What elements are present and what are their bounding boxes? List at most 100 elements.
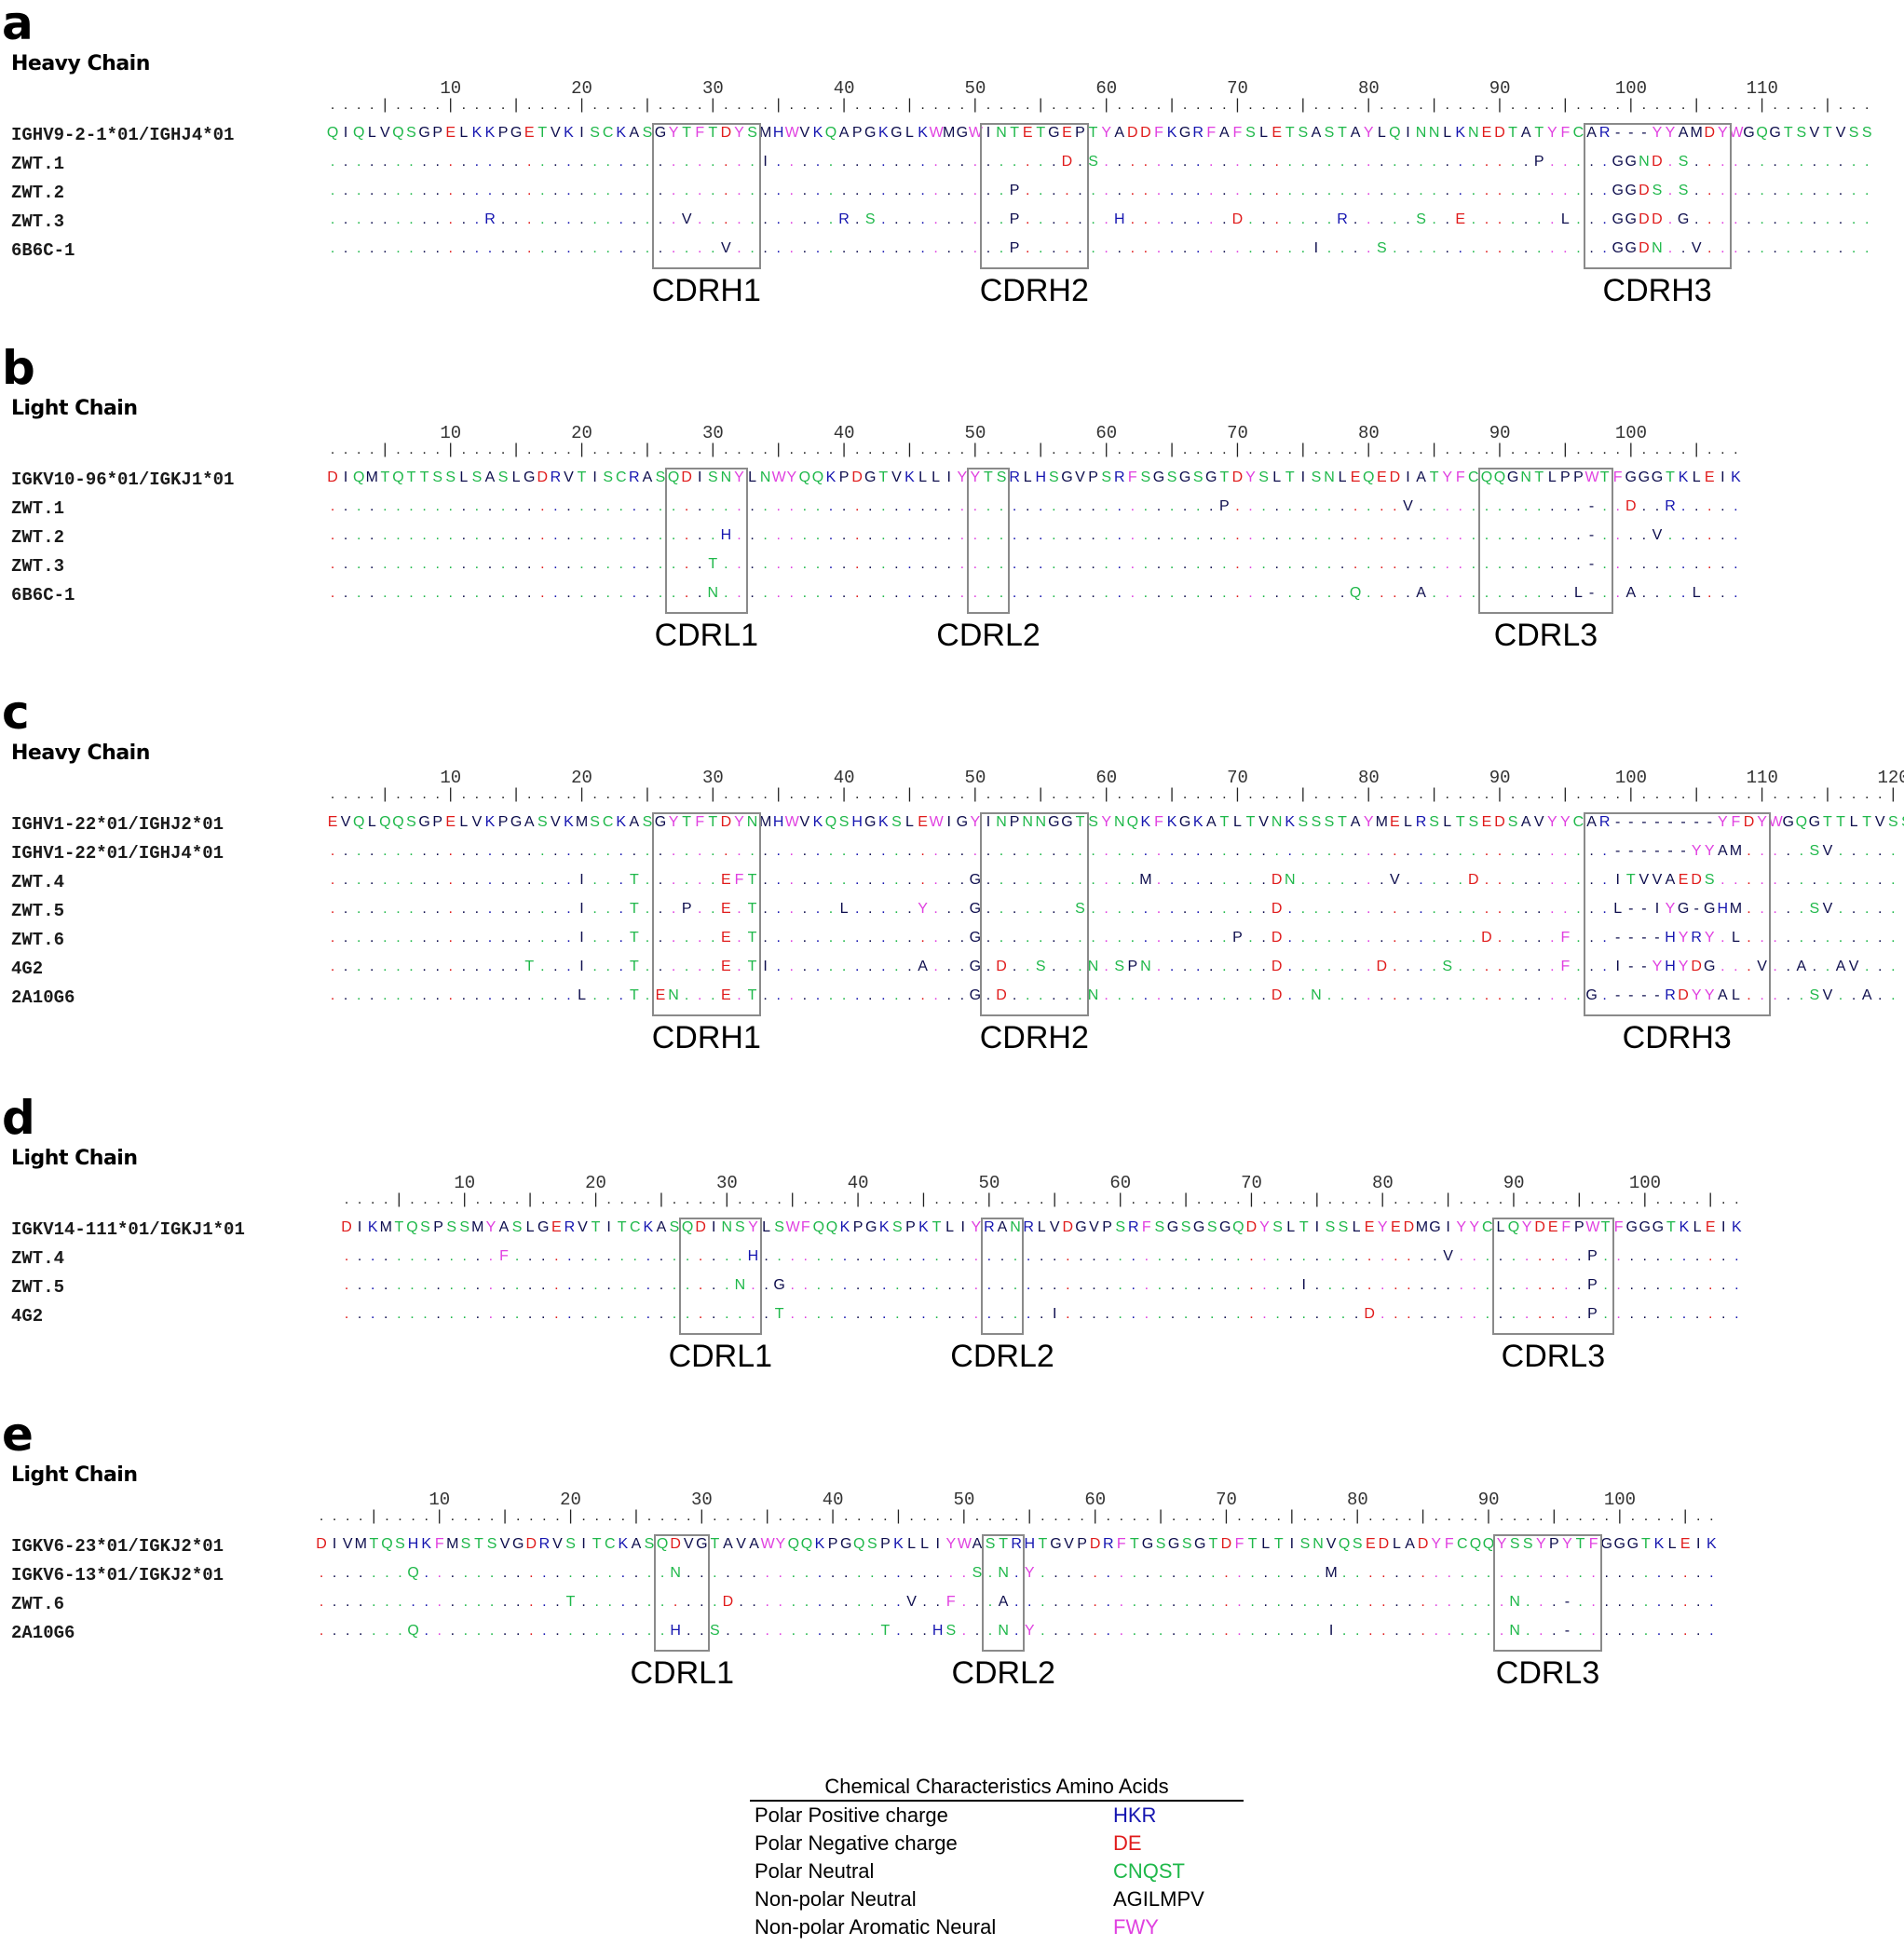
sequence-name: 2A10G6 — [11, 987, 75, 1008]
ruler-number: 100 — [1628, 1173, 1662, 1193]
cdr-label: CDRL3 — [1501, 1339, 1606, 1374]
cdr-label: CDRL2 — [936, 618, 1040, 653]
ruler-number: 40 — [822, 1490, 844, 1510]
ruler-number: 50 — [964, 78, 986, 99]
ruler-number: 10 — [428, 1490, 451, 1510]
cdr-box-cdrh3 — [1583, 123, 1732, 269]
cdr-label: CDRH3 — [1602, 273, 1712, 308]
sequence-row: ........................................… — [330, 498, 1738, 514]
ruler-number: 20 — [560, 1490, 581, 1510]
sequence-row: .................................I......… — [330, 154, 1870, 170]
ruler-ticks: .... |.... |.... |.... |.... |.... |.... |.... |… — [330, 442, 1738, 457]
ruler-number: 30 — [701, 768, 724, 788]
legend-row-nonpolar: Non-polar Neutral AGILMPV — [750, 1885, 1244, 1913]
cdr-label: CDRH2 — [979, 273, 1089, 308]
sequence-name: 4G2 — [11, 1306, 44, 1327]
sequence-name: ZWT.5 — [11, 901, 65, 921]
ruler-number: 30 — [701, 423, 724, 443]
ruler-number: 100 — [1603, 1490, 1637, 1510]
sequence-name: ZWT.1 — [11, 154, 65, 174]
ruler-number: 60 — [1084, 1490, 1107, 1510]
ruler-number: 60 — [1109, 1173, 1132, 1193]
ruler-number: 40 — [833, 78, 855, 99]
legend-row-negative: Polar Negative charge DE — [750, 1830, 1244, 1858]
sequence-name: ZWT.1 — [11, 498, 65, 519]
cdr-box-cdrl1 — [665, 468, 748, 614]
cdr-label: CDRL3 — [1495, 1655, 1600, 1691]
reference-sequence: Q I Q L V Q S G P E L K K P G E T V K I S C K A S G Y T F T D Y S M HWV K Q A… — [326, 125, 1872, 141]
sequence-name: ZWT.2 — [11, 183, 65, 203]
sequence-row: ...................I...T......E.T.......… — [330, 930, 1896, 946]
ruler-number: 120 — [1877, 768, 1904, 788]
legend-row-aromatic: Non-polar Aromatic Neural FWY — [750, 1913, 1244, 1941]
cdr-box-cdrl2 — [980, 1218, 1025, 1335]
legend: Chemical Characteristics Amino Acids Pol… — [750, 1775, 1244, 1941]
ruler-number: 20 — [585, 1173, 606, 1193]
ruler-number: 80 — [1357, 768, 1380, 788]
ruler-number: 50 — [964, 768, 986, 788]
cdr-label: CDRL3 — [1493, 618, 1598, 653]
sequence-name: ZWT.3 — [11, 556, 65, 577]
sequence-row: ..............................N..G......… — [344, 1277, 1739, 1293]
cdr-label: CDRL2 — [950, 1339, 1054, 1374]
ruler-number: 80 — [1357, 78, 1380, 99]
sequence-row: ........................................… — [330, 183, 1870, 198]
sequence-name: ZWT.6 — [11, 1594, 65, 1614]
ruler-number: 110 — [1746, 768, 1778, 788]
sequence-row: .......Q...................N............… — [319, 1565, 1714, 1581]
ruler-number: 20 — [571, 768, 592, 788]
cdr-label: CDRL1 — [630, 1655, 734, 1691]
ruler-number: 30 — [715, 1173, 738, 1193]
chain-title: Light Chain — [11, 1147, 138, 1170]
ruler-number: 60 — [1095, 768, 1118, 788]
reference-name: IGHV9-2-1*01/IGHJ4*01 — [11, 125, 235, 145]
cdr-box-cdrl3 — [1493, 1534, 1602, 1652]
panel-letter: b — [2, 341, 35, 395]
sequence-name: 2A10G6 — [11, 1623, 75, 1643]
ruler-number: 10 — [440, 78, 462, 99]
ruler-ticks: .... |.... |.... |.... |.... |.... |.... |.... |… — [344, 1191, 1739, 1207]
sequence-name: IGKV6-13*01/IGKJ2*01 — [11, 1565, 224, 1585]
ruler-number: 80 — [1357, 423, 1380, 443]
chain-title: Light Chain — [11, 397, 138, 420]
cdr-box-cdrl3 — [1492, 1218, 1614, 1335]
sequence-name: ZWT.3 — [11, 211, 65, 232]
ruler-number: 90 — [1489, 78, 1511, 99]
ruler-number: 10 — [440, 768, 462, 788]
ruler-number: 60 — [1095, 423, 1118, 443]
ruler-number: 10 — [440, 423, 462, 443]
sequence-name: ZWT.4 — [11, 872, 65, 892]
chain-title: Heavy Chain — [11, 742, 150, 765]
cdr-box-cdrh1 — [652, 123, 761, 269]
legend-residues: HKR — [1113, 1803, 1157, 1827]
ruler-number: 10 — [454, 1173, 476, 1193]
cdr-box-cdrh2 — [980, 123, 1089, 269]
sequence-name: ZWT.6 — [11, 930, 65, 950]
sequence-name: ZWT.4 — [11, 1248, 65, 1269]
panel-letter: d — [2, 1091, 35, 1145]
ruler-number: 40 — [833, 423, 855, 443]
chain-title: Light Chain — [11, 1463, 138, 1487]
ruler-number: 50 — [964, 423, 986, 443]
cdr-label: CDRL1 — [668, 1339, 773, 1374]
legend-label: Polar Neutral — [755, 1859, 875, 1883]
ruler-ticks: .... |.... |.... |.... |.... |.... |.... |.... |… — [330, 97, 1870, 113]
cdr-label: CDRH2 — [979, 1020, 1089, 1055]
reference-sequence: D I QM T Q T T S S L S A S L G D R V T I S C R A S Q D I S N Y L NWY Q Q K P… — [327, 469, 1741, 485]
ruler-number: 40 — [833, 768, 855, 788]
ruler-number: 70 — [1227, 768, 1248, 788]
ruler-number: 50 — [978, 1173, 1000, 1193]
legend-residues: DE — [1113, 1831, 1142, 1855]
cdr-label: CDRL2 — [951, 1655, 1055, 1691]
sequence-row: .............................T..........… — [330, 556, 1738, 572]
panel-letter: e — [2, 1408, 34, 1462]
cdr-label: CDRH3 — [1622, 1020, 1732, 1055]
cdr-box-cdrl3 — [1478, 468, 1613, 614]
ruler-number: 70 — [1241, 1173, 1262, 1193]
sequence-name: ZWT.5 — [11, 1277, 65, 1298]
legend-label: Non-polar Neutral — [755, 1887, 917, 1911]
ruler-number: 100 — [1614, 768, 1648, 788]
cdr-box-cdrh3 — [1583, 812, 1771, 1016]
